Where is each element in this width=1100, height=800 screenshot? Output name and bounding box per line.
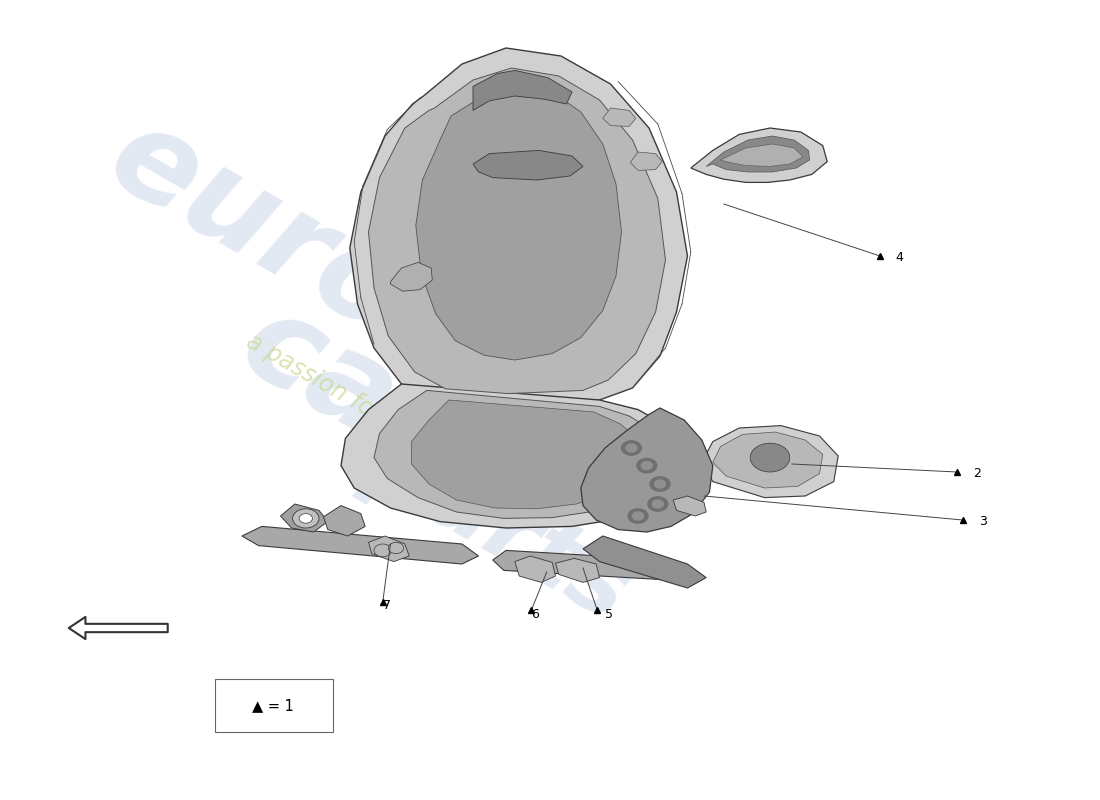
Polygon shape xyxy=(411,400,646,509)
Polygon shape xyxy=(416,84,622,360)
Circle shape xyxy=(654,480,666,488)
Polygon shape xyxy=(581,408,713,532)
Text: 2: 2 xyxy=(974,467,981,480)
Polygon shape xyxy=(706,136,810,172)
Text: a passion for parts since 1985: a passion for parts since 1985 xyxy=(242,329,563,528)
Polygon shape xyxy=(673,496,706,516)
Text: 6: 6 xyxy=(531,608,539,621)
Circle shape xyxy=(637,458,657,473)
Text: 7: 7 xyxy=(383,599,390,612)
Polygon shape xyxy=(473,70,572,110)
Circle shape xyxy=(648,497,668,511)
Polygon shape xyxy=(630,152,662,170)
Text: ▲ = 1: ▲ = 1 xyxy=(252,698,294,713)
Text: 3: 3 xyxy=(979,515,987,528)
Text: car: car xyxy=(220,281,471,496)
FancyArrowPatch shape xyxy=(69,617,167,639)
Polygon shape xyxy=(603,108,636,126)
Polygon shape xyxy=(556,558,600,582)
Polygon shape xyxy=(350,48,688,404)
Polygon shape xyxy=(691,128,827,182)
Text: 5: 5 xyxy=(605,608,613,621)
Circle shape xyxy=(621,441,641,455)
Circle shape xyxy=(750,443,790,472)
Circle shape xyxy=(299,514,312,523)
Polygon shape xyxy=(702,426,838,498)
Polygon shape xyxy=(368,536,409,562)
Text: parts: parts xyxy=(352,416,648,640)
Text: euro: euro xyxy=(88,94,427,360)
FancyBboxPatch shape xyxy=(214,679,333,732)
Polygon shape xyxy=(473,150,583,180)
Polygon shape xyxy=(583,536,706,588)
Circle shape xyxy=(293,509,319,528)
Polygon shape xyxy=(242,526,478,564)
Polygon shape xyxy=(515,556,556,582)
Circle shape xyxy=(626,444,637,452)
Circle shape xyxy=(652,500,663,508)
Polygon shape xyxy=(280,504,328,532)
Circle shape xyxy=(388,542,404,554)
Circle shape xyxy=(628,509,648,523)
Polygon shape xyxy=(390,262,432,291)
Polygon shape xyxy=(713,432,823,488)
Circle shape xyxy=(632,512,644,520)
Text: 4: 4 xyxy=(895,251,903,264)
Circle shape xyxy=(650,477,670,491)
Polygon shape xyxy=(720,144,803,166)
Circle shape xyxy=(374,544,392,557)
Polygon shape xyxy=(368,68,666,394)
Polygon shape xyxy=(493,550,682,580)
Polygon shape xyxy=(323,506,365,536)
Circle shape xyxy=(641,462,652,470)
Polygon shape xyxy=(374,390,667,518)
Polygon shape xyxy=(341,384,684,528)
